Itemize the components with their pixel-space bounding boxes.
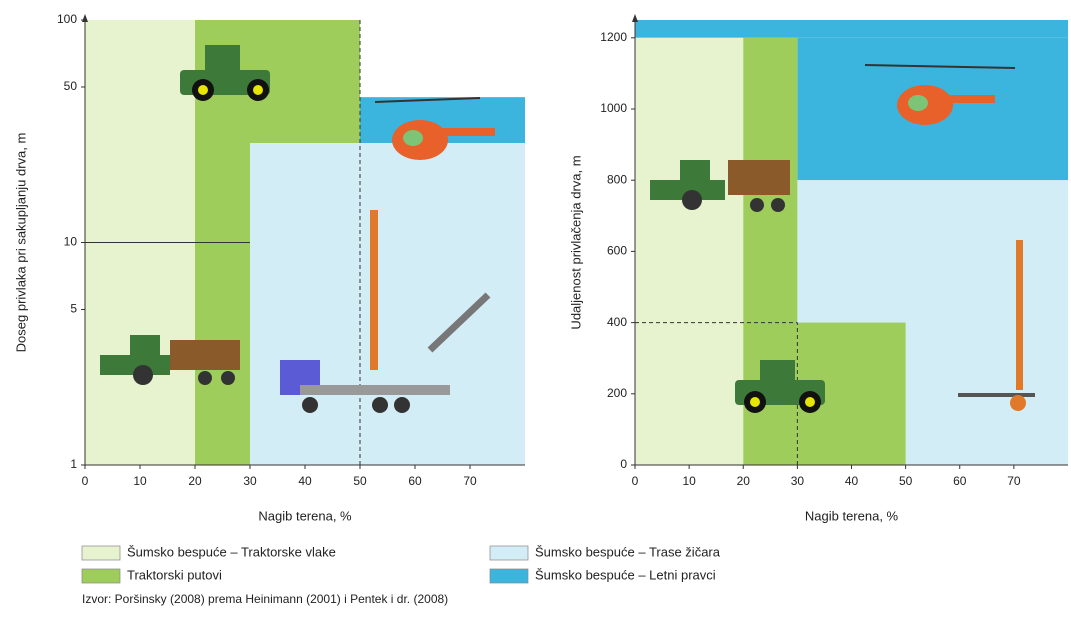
x-tick-label: 30 — [791, 474, 805, 488]
y-tick-label: 0 — [620, 457, 627, 471]
y-tick-label: 800 — [607, 172, 627, 186]
source-note: Izvor: Poršinsky (2008) prema Heinimann … — [82, 592, 448, 606]
legend-label: Šumsko bespuće – Letni pravci — [535, 567, 716, 582]
x-tick-label: 0 — [632, 474, 639, 488]
x-tick-label: 60 — [953, 474, 967, 488]
legend: Šumsko bespuće – Traktorske vlake Traktor… — [82, 544, 721, 583]
legend-swatch — [490, 546, 528, 560]
x-tick-label: 30 — [243, 474, 257, 488]
legend-swatch — [82, 546, 120, 560]
y-axis-label: Udaljenost privlačenja drva, m — [568, 155, 583, 329]
legend-label: Šumsko bespuće – Trase žičara — [535, 544, 721, 559]
x-tick-label: 70 — [463, 474, 477, 488]
y-tick-label: 5 — [70, 302, 77, 316]
legend-swatch — [82, 569, 120, 583]
legend-label: Traktorski putovi — [127, 567, 222, 582]
x-tick-label: 50 — [353, 474, 367, 488]
y-tick-label: 600 — [607, 244, 627, 258]
y-tick-label: 1000 — [600, 101, 627, 115]
axis-arrow — [82, 14, 88, 22]
x-tick-label: 10 — [133, 474, 147, 488]
y-tick-label: 50 — [64, 79, 78, 93]
region — [635, 20, 1068, 38]
x-tick-label: 70 — [1007, 474, 1021, 488]
x-tick-label: 60 — [408, 474, 422, 488]
x-tick-label: 20 — [188, 474, 202, 488]
plot: 0 200 400 600 800 1000 1200 0 10 20 30 40 50 60 70 Nagi… — [568, 14, 1068, 523]
y-tick-label: 200 — [607, 386, 627, 400]
region — [250, 143, 525, 465]
legend-label: Šumsko bespuće – Traktorske vlake — [127, 544, 336, 559]
y-tick-label: 1 — [70, 457, 77, 471]
y-tick-label: 1200 — [600, 30, 627, 44]
y-tick-label: 400 — [607, 315, 627, 329]
y-tick-label: 100 — [57, 12, 77, 26]
x-axis-label: Nagib terena, % — [258, 508, 352, 523]
x-tick-label: 0 — [82, 474, 89, 488]
figure: 151050100010203040506070Nagib terena, %D… — [0, 0, 1071, 620]
x-tick-label: 20 — [737, 474, 751, 488]
axis-arrow — [632, 14, 638, 22]
x-tick-label: 40 — [298, 474, 312, 488]
x-tick-label: 50 — [899, 474, 913, 488]
legend-swatch — [490, 569, 528, 583]
y-axis-label: Doseg privlaka pri sakupljanju drva, m — [13, 133, 28, 353]
x-axis-label: Nagib terena, % — [805, 508, 899, 523]
y-tick-label: 10 — [64, 235, 78, 249]
x-tick-label: 40 — [845, 474, 859, 488]
region — [635, 38, 743, 465]
x-tick-label: 10 — [682, 474, 696, 488]
